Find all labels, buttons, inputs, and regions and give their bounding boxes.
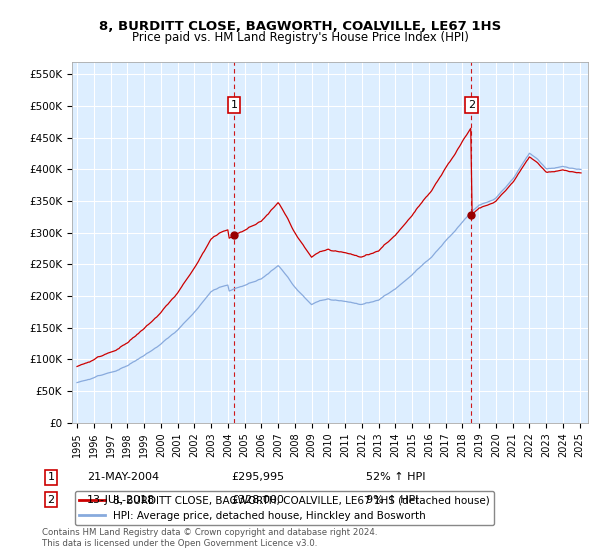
Text: 13-JUL-2018: 13-JUL-2018 <box>87 494 155 505</box>
Text: 1: 1 <box>47 472 55 482</box>
Text: 21-MAY-2004: 21-MAY-2004 <box>87 472 159 482</box>
Text: £328,000: £328,000 <box>231 494 284 505</box>
Text: 8, BURDITT CLOSE, BAGWORTH, COALVILLE, LE67 1HS: 8, BURDITT CLOSE, BAGWORTH, COALVILLE, L… <box>99 20 501 32</box>
Text: 2: 2 <box>467 100 475 110</box>
Text: £295,995: £295,995 <box>231 472 284 482</box>
Text: 52% ↑ HPI: 52% ↑ HPI <box>366 472 425 482</box>
Text: 2: 2 <box>47 494 55 505</box>
Legend: 8, BURDITT CLOSE, BAGWORTH, COALVILLE, LE67 1HS (detached house), HPI: Average p: 8, BURDITT CLOSE, BAGWORTH, COALVILLE, L… <box>74 491 494 525</box>
Text: 9% ↑ HPI: 9% ↑ HPI <box>366 494 419 505</box>
Text: 1: 1 <box>230 100 238 110</box>
Text: Price paid vs. HM Land Registry's House Price Index (HPI): Price paid vs. HM Land Registry's House … <box>131 31 469 44</box>
Text: Contains HM Land Registry data © Crown copyright and database right 2024.
This d: Contains HM Land Registry data © Crown c… <box>42 528 377 548</box>
